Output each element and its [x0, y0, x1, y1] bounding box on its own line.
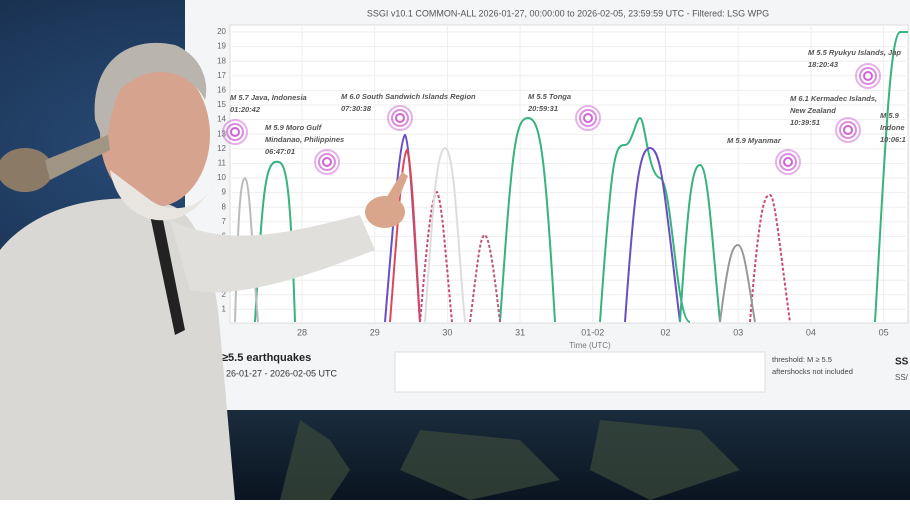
annotation: M 5.5 Tonga — [528, 92, 571, 101]
x-tick-label: 01-02 — [581, 327, 604, 337]
threshold-note: threshold: M ≥ 5.5 — [772, 355, 832, 364]
quake-ring — [855, 63, 881, 89]
quake-ring — [230, 127, 240, 137]
x-tick-label: 04 — [806, 327, 816, 337]
quake-ring — [863, 71, 873, 81]
land — [280, 420, 740, 500]
chart-title: SSGI v10.1 COMMON-ALL 2026-01-27, 00:00:… — [367, 8, 769, 18]
curves — [234, 31, 908, 323]
y-tick-label: 7 — [222, 217, 227, 226]
y-tick-label: 16 — [217, 86, 226, 95]
annotation: Indone — [880, 123, 905, 132]
annotation: 18:20:43 — [808, 60, 839, 69]
x-tick-label: 29 — [370, 327, 380, 337]
corner-label: SS/ — [895, 373, 909, 382]
x-tick-label: 05 — [879, 327, 889, 337]
footer-date: 26-01-27 - 2026-02-05 UTC — [226, 368, 338, 378]
annotation: M 5.9 Myanmar — [727, 136, 782, 145]
quake-ring — [226, 123, 244, 141]
quake-ring — [579, 109, 597, 127]
quake-ring — [314, 149, 340, 175]
footer-title: ≥5.5 earthquakes — [222, 352, 311, 364]
y-tick-label: 1 — [222, 305, 227, 314]
y-tick-label: 13 — [217, 129, 226, 138]
plot-area — [229, 24, 909, 324]
corner-label: SS — [895, 357, 909, 368]
annotation: 07:30:38 — [341, 104, 372, 113]
quake-ring — [839, 121, 857, 139]
x-tick-label: 28 — [297, 327, 307, 337]
y-tick-label: 19 — [217, 42, 226, 51]
y-tick-label: 18 — [217, 56, 226, 65]
x-tick-label: 31 — [515, 327, 525, 337]
quake-ring — [387, 105, 413, 131]
legend-box — [394, 351, 766, 393]
y-tick-label: 9 — [222, 188, 227, 197]
quake-ring — [322, 157, 332, 167]
quake-ring — [583, 113, 593, 123]
person — [0, 42, 408, 500]
quake-ring — [395, 113, 405, 123]
quake-ring — [775, 149, 801, 175]
y-tick-label: 14 — [217, 115, 226, 124]
x-tick-label: 02 — [660, 327, 670, 337]
quake-ring — [843, 125, 853, 135]
y-tick-label: 10 — [217, 173, 226, 182]
quake-ring — [222, 119, 248, 145]
annotation: New Zealand — [790, 106, 836, 115]
annotation: M 6.0 South Sandwich Islands Region — [341, 92, 476, 101]
y-tick-label: 11 — [218, 159, 227, 168]
annotation: 01:20:42 — [230, 105, 261, 114]
threshold-note: aftershocks not included — [772, 367, 853, 376]
annotation: 10:39:51 — [790, 118, 820, 127]
annotation: M 5.9 — [880, 111, 900, 120]
annotation: M 5.7 Java, Indonesia — [230, 93, 307, 102]
y-tick-label: 20 — [217, 27, 226, 36]
y-tick-label: 8 — [222, 202, 227, 211]
x-axis-label: Time (UTC) — [569, 341, 611, 350]
annotation: M 5.5 Ryukyu Islands, Jap — [808, 48, 901, 57]
y-tick-label: 12 — [217, 144, 226, 153]
y-tick-label: 15 — [217, 100, 226, 109]
annotation: 06:47:01 — [265, 147, 295, 156]
y-tick-label: 17 — [217, 71, 226, 80]
quake-ring — [391, 109, 409, 127]
grid — [232, 25, 906, 322]
quake-ring — [575, 105, 601, 131]
quake-ring — [783, 157, 793, 167]
annotation: 20:59:31 — [527, 104, 558, 113]
x-tick-label: 03 — [733, 327, 743, 337]
annotation: M 6.1 Kermadec Islands, — [790, 94, 877, 103]
y-tick-label: 2 — [222, 290, 227, 299]
quake-ring — [835, 117, 861, 143]
x-tick-label: 30 — [442, 327, 452, 337]
annotation: 10:06:1 — [880, 135, 906, 144]
annotation: Mindanao, Philippines — [265, 135, 344, 144]
quake-ring — [779, 153, 797, 171]
annotation: M 5.9 Moro Gulf — [265, 123, 323, 132]
quake-icons — [222, 63, 881, 175]
quake-ring — [318, 153, 336, 171]
quake-ring — [859, 67, 877, 85]
